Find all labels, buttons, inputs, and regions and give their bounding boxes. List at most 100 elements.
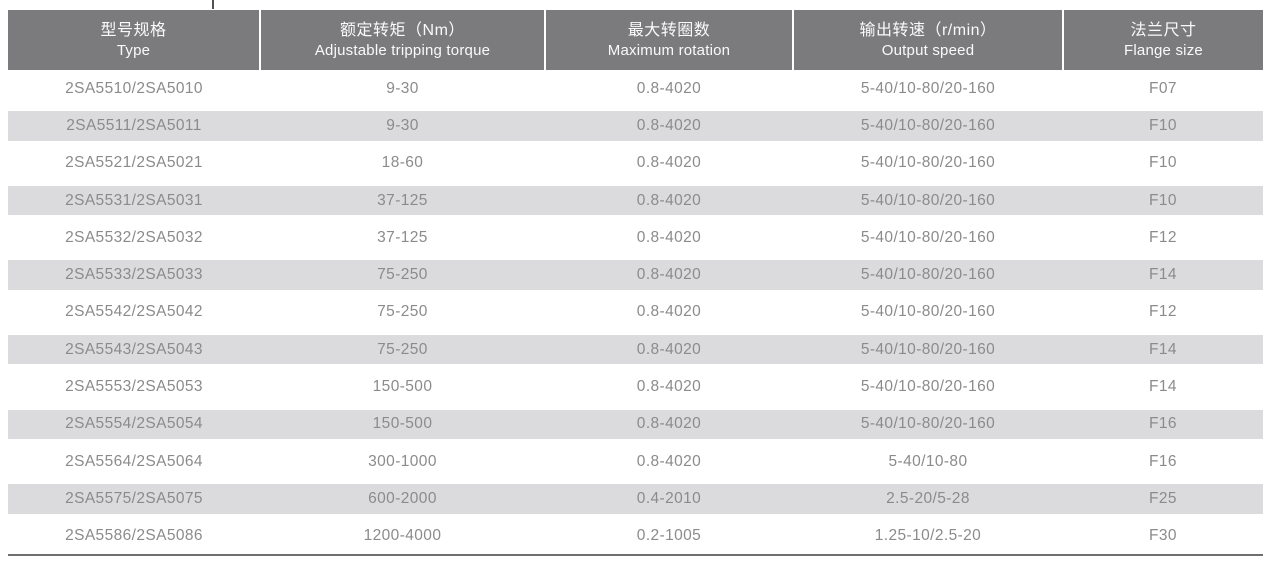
column-header-torque: 额定转矩（Nm） Adjustable tripping torque — [259, 10, 545, 70]
cell-rotation: 0.8-4020 — [636, 154, 702, 172]
cell-flange: F30 — [1149, 526, 1177, 544]
table-row: 2SA5532/2SA5032 37-125 0.8-4020 5-40/10-80/… — [8, 219, 1263, 256]
table-row: 2SA5564/2SA5064 300-1000 0.8-4020 5-40/10-8… — [8, 443, 1263, 480]
cell-torque: 600-2000 — [260, 480, 545, 518]
cell-torque: 150-500 — [260, 405, 545, 443]
column-title-en: Output speed — [881, 42, 975, 59]
table-row: 2SA5531/2SA5031 37-125 0.8-4020 5-40/10-80/… — [8, 181, 1263, 220]
cell-type: 2SA5532/2SA5032 — [65, 228, 203, 246]
cell-flange: F14 — [1063, 331, 1263, 369]
cell-speed: 2.5-20/5-28 — [793, 480, 1063, 518]
cell-rotation: 0.8-4020 — [545, 107, 793, 145]
column-title-zh: 额定转矩（Nm） — [340, 22, 465, 39]
cell-torque: 18-60 — [381, 154, 424, 172]
cell-speed: 5-40/10-80/20-160 — [860, 154, 996, 172]
column-header-rotation: 最大转圈数 Maximum rotation — [544, 10, 793, 70]
cell-type: 2SA5542/2SA5042 — [65, 303, 203, 321]
cell-rotation: 0.8-4020 — [636, 378, 702, 396]
cell-flange: F10 — [1063, 181, 1263, 220]
table-body: 2SA5510/2SA5010 9-30 0.8-4020 5-40/10-80/20… — [8, 70, 1263, 555]
spec-table: 型号规格 Type 额定转矩（Nm） Adjustable tripping t… — [8, 10, 1263, 556]
cell-speed: 5-40/10-80/20-160 — [860, 378, 996, 396]
cell-type: 2SA5521/2SA5021 — [65, 154, 203, 172]
column-header-speed: 输出转速（r/min） Output speed — [792, 10, 1063, 70]
cell-torque: 75-250 — [260, 256, 545, 294]
cell-speed: 5-40/10-80/20-160 — [793, 181, 1063, 220]
table-row: 2SA5543/2SA5043 75-250 0.8-4020 5-40/10-80/… — [8, 331, 1263, 369]
cell-flange: F12 — [1149, 303, 1177, 321]
table-row: 2SA5533/2SA5033 75-250 0.8-4020 5-40/10-80/… — [8, 256, 1263, 294]
cell-speed: 1.25-10/2.5-20 — [874, 526, 982, 544]
cell-torque: 300-1000 — [368, 452, 437, 470]
cell-rotation: 0.8-4020 — [545, 331, 793, 369]
cell-rotation: 0.8-4020 — [636, 303, 702, 321]
table-row: 2SA5510/2SA5010 9-30 0.8-4020 5-40/10-80/20… — [8, 70, 1263, 107]
cell-speed: 5-40/10-80/20-160 — [793, 405, 1063, 443]
column-title-en: Maximum rotation — [607, 42, 731, 59]
cell-type: 2SA5553/2SA5053 — [65, 378, 203, 396]
cell-type: 2SA5511/2SA5011 — [8, 107, 260, 145]
column-title-en: Type — [116, 42, 151, 59]
cell-flange: F12 — [1149, 228, 1177, 246]
cell-type: 2SA5510/2SA5010 — [65, 79, 203, 97]
cell-torque: 75-250 — [260, 331, 545, 369]
cell-rotation: 0.8-4020 — [545, 181, 793, 220]
cell-type: 2SA5554/2SA5054 — [8, 405, 260, 443]
cell-torque: 9-30 — [260, 107, 545, 145]
cell-rotation: 0.2-1005 — [636, 526, 702, 544]
column-title-zh: 最大转圈数 — [627, 22, 711, 39]
cell-flange: F14 — [1149, 378, 1177, 396]
table-row: 2SA5575/2SA5075 600-2000 0.4-2010 2.5-20/5-… — [8, 480, 1263, 518]
column-title-zh: 输出转速（r/min） — [859, 22, 997, 39]
cell-speed: 5-40/10-80 — [888, 452, 968, 470]
cell-type: 2SA5533/2SA5033 — [8, 256, 260, 294]
spec-table-container: 型号规格 Type 额定转矩（Nm） Adjustable tripping t… — [8, 10, 1263, 556]
table-row: 2SA5511/2SA5011 9-30 0.8-4020 5-40/10-80/20… — [8, 107, 1263, 145]
cell-flange: F16 — [1149, 452, 1177, 470]
table-row: 2SA5542/2SA5042 75-250 0.8-4020 5-40/10-80/… — [8, 294, 1263, 331]
cell-rotation: 0.8-4020 — [636, 452, 702, 470]
table-row: 2SA5554/2SA5054 150-500 0.8-4020 5-40/10-80… — [8, 405, 1263, 443]
table-row: 2SA5521/2SA5021 18-60 0.8-4020 5-40/10-80/2… — [8, 145, 1263, 182]
cell-rotation: 0.8-4020 — [545, 405, 793, 443]
cell-flange: F10 — [1149, 154, 1177, 172]
cell-speed: 5-40/10-80/20-160 — [860, 228, 996, 246]
cell-torque: 150-500 — [372, 378, 433, 396]
cell-speed: 5-40/10-80/20-160 — [860, 303, 996, 321]
cell-speed: 5-40/10-80/20-160 — [793, 107, 1063, 145]
cell-speed: 5-40/10-80/20-160 — [860, 79, 996, 97]
table-row: 2SA5553/2SA5053 150-500 0.8-4020 5-40/10-80… — [8, 368, 1263, 405]
cropped-text-artifact — [212, 0, 214, 9]
cell-torque: 9-30 — [386, 79, 419, 97]
cell-flange: F16 — [1063, 405, 1263, 443]
cell-torque: 1200-4000 — [363, 526, 442, 544]
cell-speed: 5-40/10-80/20-160 — [793, 331, 1063, 369]
cell-rotation: 0.8-4020 — [636, 228, 702, 246]
cell-torque: 37-125 — [260, 181, 545, 220]
cell-rotation: 0.8-4020 — [636, 79, 702, 97]
cell-flange: F07 — [1149, 79, 1177, 97]
cell-type: 2SA5575/2SA5075 — [8, 480, 260, 518]
cell-speed: 5-40/10-80/20-160 — [793, 256, 1063, 294]
column-header-type: 型号规格 Type — [8, 10, 260, 70]
cell-rotation: 0.8-4020 — [545, 256, 793, 294]
column-title-zh: 法兰尺寸 — [1130, 22, 1197, 39]
table-row: 2SA5586/2SA5086 1200-4000 0.2-1005 1.25-10/… — [8, 518, 1263, 555]
cell-torque: 75-250 — [377, 303, 428, 321]
cell-flange: F25 — [1063, 480, 1263, 518]
cell-type: 2SA5564/2SA5064 — [65, 452, 203, 470]
cell-flange: F14 — [1063, 256, 1263, 294]
cell-type: 2SA5531/2SA5031 — [8, 181, 260, 220]
cell-torque: 37-125 — [377, 228, 428, 246]
column-title-zh: 型号规格 — [100, 22, 167, 39]
column-title-en: Adjustable tripping torque — [314, 42, 491, 59]
cell-rotation: 0.4-2010 — [545, 480, 793, 518]
cell-type: 2SA5543/2SA5043 — [8, 331, 260, 369]
cell-flange: F10 — [1063, 107, 1263, 145]
header-row: 型号规格 Type 额定转矩（Nm） Adjustable tripping t… — [8, 10, 1263, 70]
column-title-en: Flange size — [1124, 42, 1203, 59]
cell-type: 2SA5586/2SA5086 — [65, 526, 203, 544]
table-header: 型号规格 Type 额定转矩（Nm） Adjustable tripping t… — [8, 10, 1263, 70]
column-header-flange: 法兰尺寸 Flange size — [1062, 10, 1263, 70]
